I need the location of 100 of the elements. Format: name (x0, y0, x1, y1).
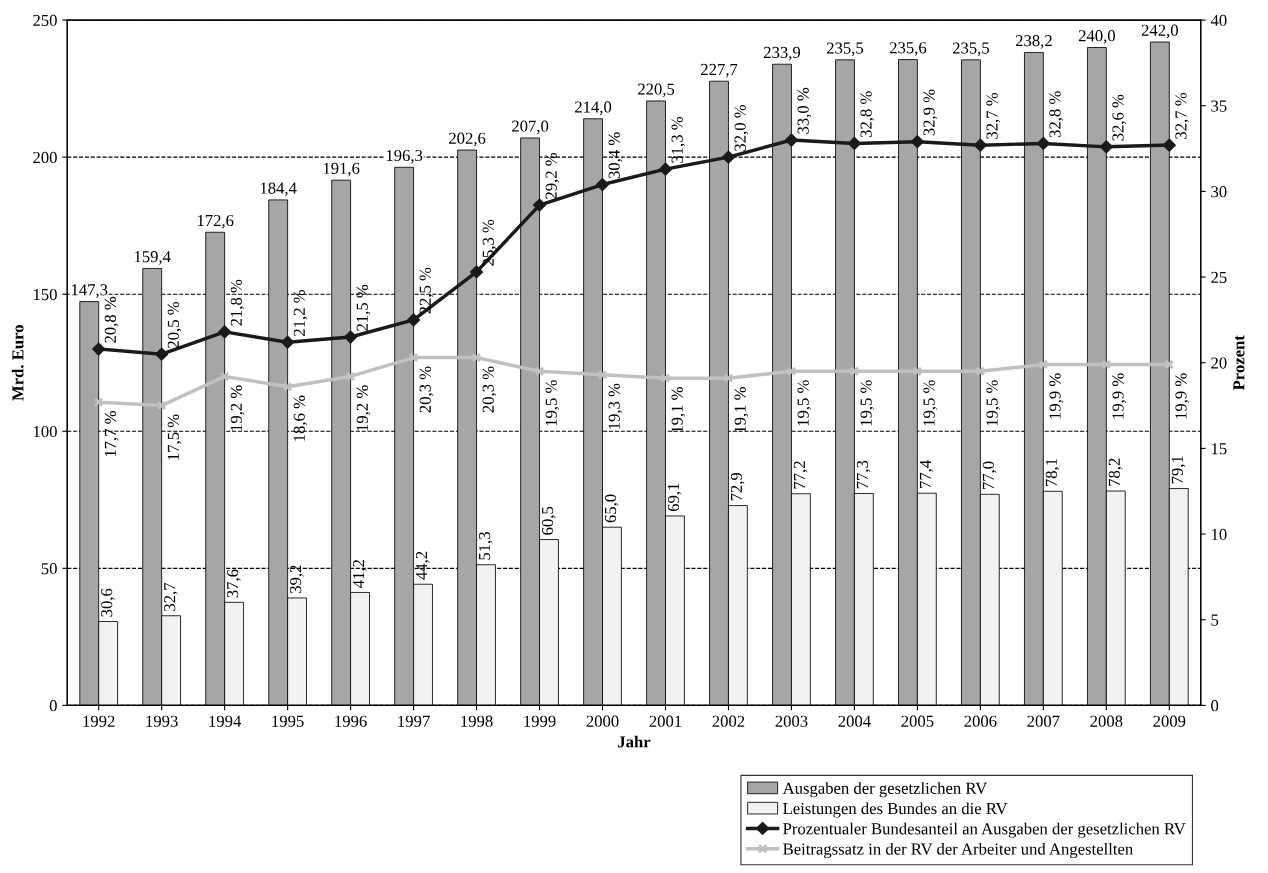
legend-label: Ausgaben der gesetzlichen RV (782, 782, 988, 798)
x-tick-label: 2001 (649, 715, 682, 727)
data-label: 19,5 % (860, 380, 875, 426)
data-label: 30,6 (101, 588, 115, 617)
data-label: 19,2 % (230, 385, 245, 431)
point (722, 150, 735, 164)
data-label: 29,2 % (545, 152, 560, 199)
y-tick-label: 50 (41, 563, 57, 575)
data-label: 19,5 % (797, 380, 812, 426)
x-tick-label: 2004 (838, 715, 871, 727)
point (659, 162, 672, 176)
point (596, 178, 609, 191)
data-label: 240,0 (1078, 30, 1115, 44)
y2-tick-label: 30 (1211, 186, 1227, 198)
data-label: 235,5 (826, 42, 864, 57)
data-label: 19,9 % (1112, 373, 1127, 419)
data-label: 19,3 % (608, 383, 623, 429)
x-axis-title: Jahr (618, 735, 651, 748)
x-tick-label: 2005 (901, 715, 934, 727)
point (344, 330, 357, 344)
y2-tick-label: 5 (1211, 614, 1219, 626)
point (219, 371, 230, 382)
point (281, 335, 294, 349)
legend-label: Beitragssatz in der RV der Arbeiter und Angestellten (783, 842, 1133, 859)
data-label: 78,1 (1045, 458, 1060, 487)
point (597, 369, 608, 380)
y-tick-label: 150 (33, 288, 57, 301)
point (407, 313, 420, 327)
point (1037, 137, 1050, 150)
data-label: 191,6 (323, 162, 360, 177)
data-label: 220,5 (638, 83, 675, 98)
data-label: 65,0 (604, 494, 619, 523)
x-tick-label: 1994 (209, 715, 242, 727)
x-tick-label: 1996 (335, 715, 367, 727)
point (282, 381, 293, 392)
x-tick-label: 2000 (586, 715, 619, 727)
y2-tick-label: 0 (1211, 700, 1219, 712)
data-label: 77,2 (793, 461, 808, 489)
data-label: 31,3 % (671, 116, 686, 163)
data-label: 17,7 % (104, 411, 119, 457)
point (785, 133, 798, 147)
point (848, 137, 861, 150)
data-label: 19,5 % (545, 380, 560, 426)
x-tick-label: 2006 (964, 715, 997, 727)
x-tick-label: 1992 (83, 715, 115, 727)
data-label: 202,6 (449, 132, 486, 147)
data-label: 51,3 (478, 532, 493, 560)
data-label: 235,6 (889, 42, 927, 56)
point (534, 366, 545, 377)
data-label: 77,3 (856, 460, 871, 489)
point (660, 373, 671, 384)
data-label: 21,2 % (293, 289, 308, 336)
y-tick-label: 0 (49, 700, 57, 712)
data-label: 21,5 % (356, 284, 371, 331)
point (786, 366, 797, 377)
x-tick-label: 2009 (1153, 715, 1186, 727)
point (911, 135, 924, 149)
data-label: 32,8 % (1049, 91, 1064, 138)
data-label: 25,3 % (482, 219, 497, 266)
legend-label: Prozentualer Bundesanteil an Ausgaben der gesetzlichen RV (783, 822, 1186, 838)
data-label: 214,0 (575, 101, 612, 115)
data-label: 39,2 (290, 565, 304, 593)
point (345, 371, 356, 382)
data-label: 227,7 (701, 63, 738, 78)
data-label: 196,3 (386, 149, 423, 164)
point (974, 138, 987, 152)
data-label: 242,0 (1141, 24, 1178, 39)
point (155, 347, 168, 361)
data-label: 19,9 % (1049, 373, 1064, 419)
y2-tick-label: 25 (1211, 271, 1227, 284)
data-label: 233,9 (763, 46, 801, 61)
data-label: 79,1 (1171, 456, 1186, 484)
data-label: 18,6 % (293, 395, 308, 441)
data-label: 21,8 % (230, 279, 245, 326)
data-label: 159,4 (134, 251, 171, 265)
legend-label: Leistungen des Bundes an die RV (783, 802, 1008, 818)
point (92, 342, 105, 356)
x-tick-label: 2002 (712, 715, 745, 727)
data-label: 19,5 % (986, 380, 1001, 426)
point (849, 366, 860, 377)
data-label: 32,9 % (923, 89, 938, 136)
y-tick-label: 100 (33, 425, 57, 438)
point (408, 352, 419, 363)
data-label: 77,0 (982, 461, 997, 490)
data-label: 19,9 % (1175, 373, 1189, 419)
data-label: 19,1 % (734, 387, 749, 433)
point (533, 198, 546, 212)
data-label: 207,0 (512, 120, 549, 135)
data-label: 32,7 % (986, 92, 1001, 139)
x-tick-label: 1998 (461, 715, 493, 727)
data-label: 60,5 (541, 506, 556, 535)
point (1100, 140, 1113, 154)
y-tick-label: 200 (33, 151, 57, 164)
data-label: 77,4 (919, 460, 934, 488)
x-tick-label: 2008 (1090, 715, 1123, 727)
data-label: 37,6 (227, 569, 241, 598)
data-label: 20,3 % (482, 366, 497, 413)
y-axis-title: Mrd. Euro (11, 325, 24, 401)
data-label: 32,6 % (1112, 94, 1127, 141)
data-label: 147,3 (71, 284, 108, 298)
